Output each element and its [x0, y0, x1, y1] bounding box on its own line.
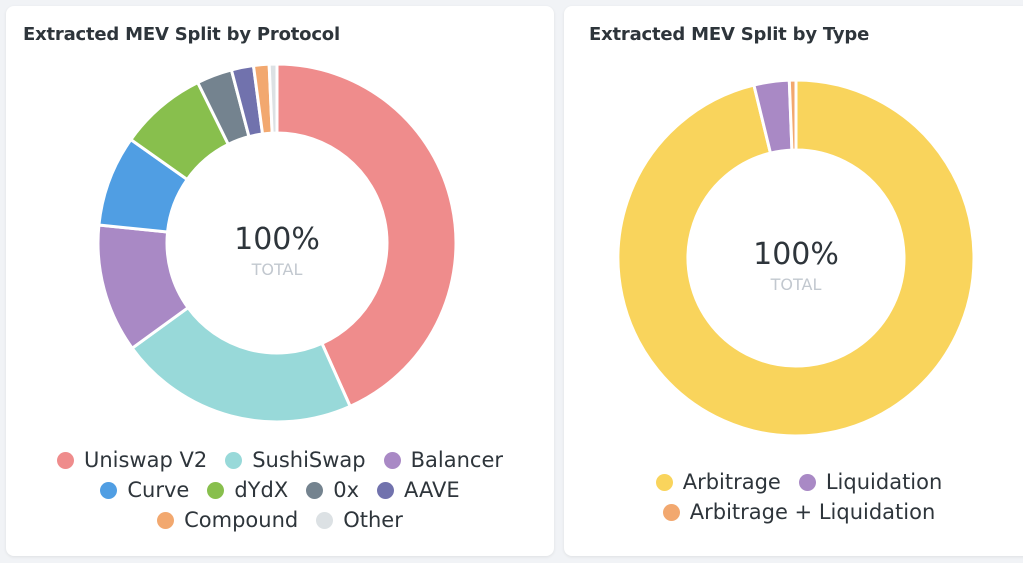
legend-swatch [306, 481, 324, 499]
legend-item-arbitrage[interactable]: Arbitrage [655, 470, 781, 494]
legend-item-sushiswap[interactable]: SushiSwap [225, 448, 366, 472]
legend-item-compound[interactable]: Compound [157, 508, 298, 532]
legend-label: Liquidation [825, 470, 943, 494]
legend-item-balancer[interactable]: Balancer [383, 448, 504, 472]
type-donut-chart: 100% TOTAL [616, 78, 976, 438]
legend-row: Curve dYdX 0x AAVE [6, 475, 554, 505]
chart-title[interactable]: Extracted MEV Split by Protocol [23, 24, 340, 45]
legend-label: Arbitrage + Liquidation [689, 500, 936, 524]
legend-item-other[interactable]: Other [316, 508, 403, 532]
type-chart-card: Extracted MEV Split by Type 100% TOTAL Ar… [564, 6, 1023, 556]
legend-item-arbitrage-liquidation[interactable]: Arbitrage + Liquidation [662, 500, 936, 524]
chart-title[interactable]: Extracted MEV Split by Type [589, 24, 870, 45]
legend-item-liquidation[interactable]: Liquidation [798, 470, 943, 494]
legend-item-uniswap-v2[interactable]: Uniswap V2 [56, 448, 208, 472]
legend-label: Compound [184, 508, 299, 532]
legend-swatch [316, 511, 334, 529]
protocol-donut-chart: 100% TOTAL [96, 62, 458, 424]
legend-swatch [100, 481, 118, 499]
legend-label: 0x [333, 478, 360, 502]
legend-row: Uniswap V2 SushiSwap Balancer [6, 445, 554, 475]
center-total-value: 100% [234, 222, 320, 257]
legend-label: SushiSwap [252, 448, 366, 472]
legend-item-curve[interactable]: Curve [100, 478, 189, 502]
legend-item-0x[interactable]: 0x [306, 478, 359, 502]
legend-label: Other [343, 508, 403, 532]
legend-swatch [225, 451, 243, 469]
legend-row: Arbitrage + Liquidation [564, 497, 1023, 527]
slice-other[interactable] [267, 62, 279, 135]
legend-label: Uniswap V2 [83, 448, 208, 472]
legend-label: dYdX [234, 478, 289, 502]
legend-swatch [377, 481, 395, 499]
legend-swatch [798, 473, 816, 491]
slice-arbitrage[interactable] [616, 78, 976, 438]
legend-row: Compound Other [6, 505, 554, 535]
legend-item-aave[interactable]: AAVE [377, 478, 460, 502]
legend-swatch [157, 511, 175, 529]
legend-label: AAVE [404, 478, 460, 502]
legend-swatch [56, 451, 74, 469]
center-total-label: TOTAL [770, 275, 822, 294]
legend-row: Arbitrage Liquidation [564, 467, 1023, 497]
legend-swatch [383, 451, 401, 469]
center-total-label: TOTAL [251, 260, 303, 279]
legend-swatch [655, 473, 673, 491]
protocol-chart-card: Extracted MEV Split by Protocol 100% TOTA… [6, 6, 554, 556]
center-total-value: 100% [753, 237, 839, 272]
legend-label: Balancer [410, 448, 504, 472]
protocol-legend: Uniswap V2 SushiSwap Balancer Curve dYdX 0x AA… [6, 445, 554, 535]
legend-swatch [662, 503, 680, 521]
slice-arbitrage-liquidation[interactable] [787, 78, 798, 152]
type-legend: Arbitrage Liquidation Arbitrage + Liquidat… [564, 467, 1023, 527]
legend-item-dydx[interactable]: dYdX [207, 478, 288, 502]
legend-label: Arbitrage [682, 470, 781, 494]
legend-label: Curve [127, 478, 190, 502]
slice-uniswap-v2[interactable] [275, 62, 458, 409]
legend-swatch [207, 481, 225, 499]
